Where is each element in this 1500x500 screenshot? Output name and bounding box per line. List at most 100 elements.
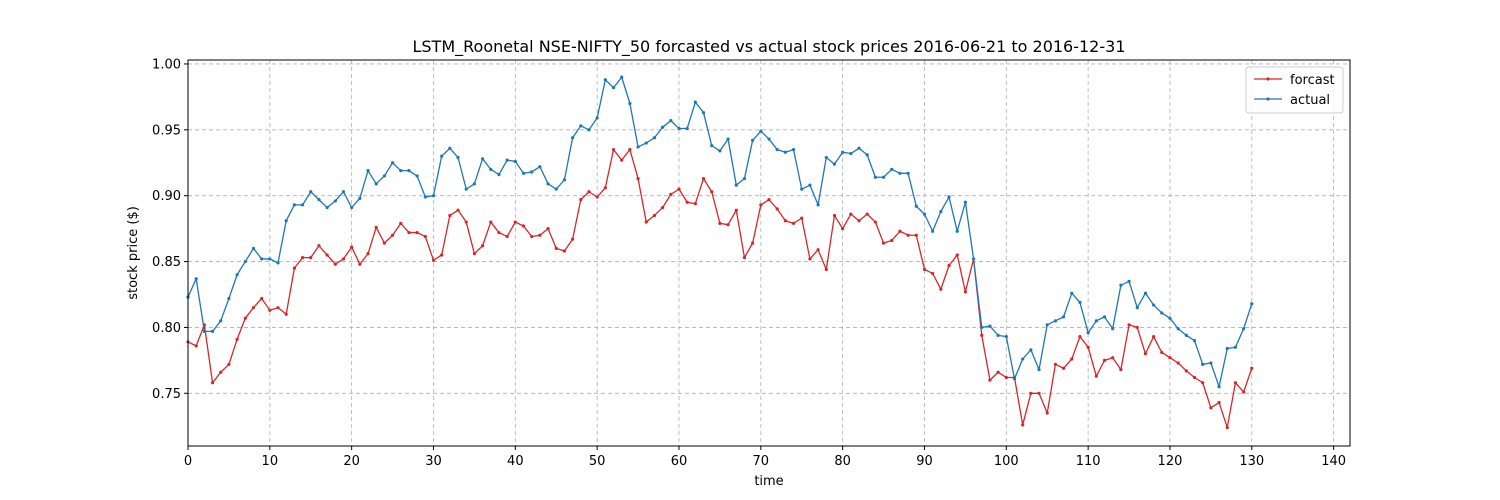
- data-point: [579, 198, 583, 202]
- data-point: [1037, 367, 1041, 372]
- x-tick-label: 120: [1158, 454, 1183, 469]
- data-point: [1201, 381, 1205, 385]
- legend-label-forcast: forcast: [1290, 73, 1335, 88]
- data-point: [955, 229, 959, 233]
- data-point: [963, 290, 967, 294]
- data-point: [464, 220, 468, 224]
- data-point: [767, 137, 771, 141]
- data-point: [587, 190, 591, 194]
- x-tick-label: 30: [425, 454, 442, 469]
- data-point: [1127, 279, 1131, 283]
- data-point: [677, 187, 681, 191]
- data-point: [1250, 302, 1254, 306]
- data-point: [219, 370, 223, 374]
- data-point: [824, 155, 828, 160]
- data-point: [374, 182, 378, 186]
- data-point: [759, 129, 763, 133]
- data-point: [816, 248, 820, 252]
- x-tick-label: 110: [1076, 454, 1101, 469]
- data-point: [808, 183, 812, 187]
- x-tick-label: 90: [916, 454, 933, 469]
- x-tick-label: 0: [184, 454, 192, 469]
- data-point: [341, 257, 346, 261]
- data-point: [260, 296, 264, 301]
- data-point: [890, 167, 894, 171]
- data-point: [963, 200, 967, 204]
- data-point: [292, 266, 296, 270]
- data-point: [775, 207, 779, 211]
- x-tick-label: 70: [753, 454, 770, 469]
- data-point: [832, 162, 837, 166]
- data-point: [227, 362, 231, 366]
- data-point: [849, 212, 853, 216]
- data-point: [1111, 356, 1115, 360]
- data-point: [906, 233, 910, 237]
- data-point: [881, 241, 886, 245]
- data-point: [513, 159, 517, 164]
- data-point: [751, 241, 755, 245]
- data-point: [603, 186, 607, 190]
- data-point: [415, 174, 419, 178]
- data-point: [759, 203, 763, 207]
- data-point: [865, 212, 869, 216]
- data-point: [251, 306, 256, 310]
- x-tick-label: 20: [343, 454, 360, 469]
- data-point: [783, 219, 787, 223]
- data-point: [1070, 357, 1074, 361]
- data-point: [1029, 348, 1033, 352]
- data-point: [669, 119, 673, 123]
- x-tick-label: 50: [589, 454, 606, 469]
- data-point: [1250, 366, 1254, 370]
- data-point: [1217, 400, 1221, 405]
- data-point: [1127, 323, 1131, 327]
- data-point: [742, 176, 747, 181]
- data-point: [309, 190, 313, 194]
- data-point: [358, 262, 362, 266]
- data-point: [268, 257, 272, 261]
- data-point: [227, 296, 231, 301]
- data-point: [497, 230, 501, 235]
- data-point: [1143, 352, 1148, 356]
- data-point: [1176, 361, 1180, 365]
- legend: forcast actual: [1245, 66, 1344, 114]
- data-point: [423, 195, 427, 199]
- data-point: [210, 329, 215, 333]
- data-point: [390, 233, 395, 237]
- data-point: [1184, 369, 1188, 373]
- data-point: [710, 190, 714, 194]
- data-point: [906, 171, 910, 175]
- data-point: [333, 199, 337, 203]
- data-point: [448, 213, 452, 218]
- data-point: [857, 146, 861, 150]
- data-point: [890, 238, 894, 243]
- data-point: [865, 153, 869, 157]
- data-point: [382, 174, 386, 178]
- data-point: [1201, 362, 1205, 366]
- data-point: [1209, 361, 1213, 365]
- data-point: [505, 234, 509, 239]
- data-point: [513, 220, 517, 224]
- data-point: [1086, 331, 1090, 335]
- y-tick-label: 0.85: [152, 255, 181, 270]
- data-point: [644, 220, 648, 224]
- data-point: [1192, 375, 1197, 380]
- x-axis-label: time: [754, 474, 783, 489]
- data-point: [1217, 385, 1221, 389]
- data-point: [1119, 283, 1123, 287]
- data-point: [1192, 339, 1197, 343]
- data-point: [497, 173, 501, 177]
- data-point: [546, 227, 550, 231]
- data-point: [873, 175, 877, 179]
- data-point: [399, 221, 403, 225]
- data-point: [407, 169, 411, 173]
- data-point: [693, 100, 697, 104]
- data-point: [325, 205, 329, 210]
- data-point: [661, 205, 665, 210]
- data-point: [595, 116, 599, 120]
- legend-marker-actual: [1266, 97, 1270, 101]
- data-point: [448, 146, 452, 150]
- data-point: [693, 202, 697, 206]
- data-point: [914, 233, 918, 237]
- data-point: [980, 325, 984, 330]
